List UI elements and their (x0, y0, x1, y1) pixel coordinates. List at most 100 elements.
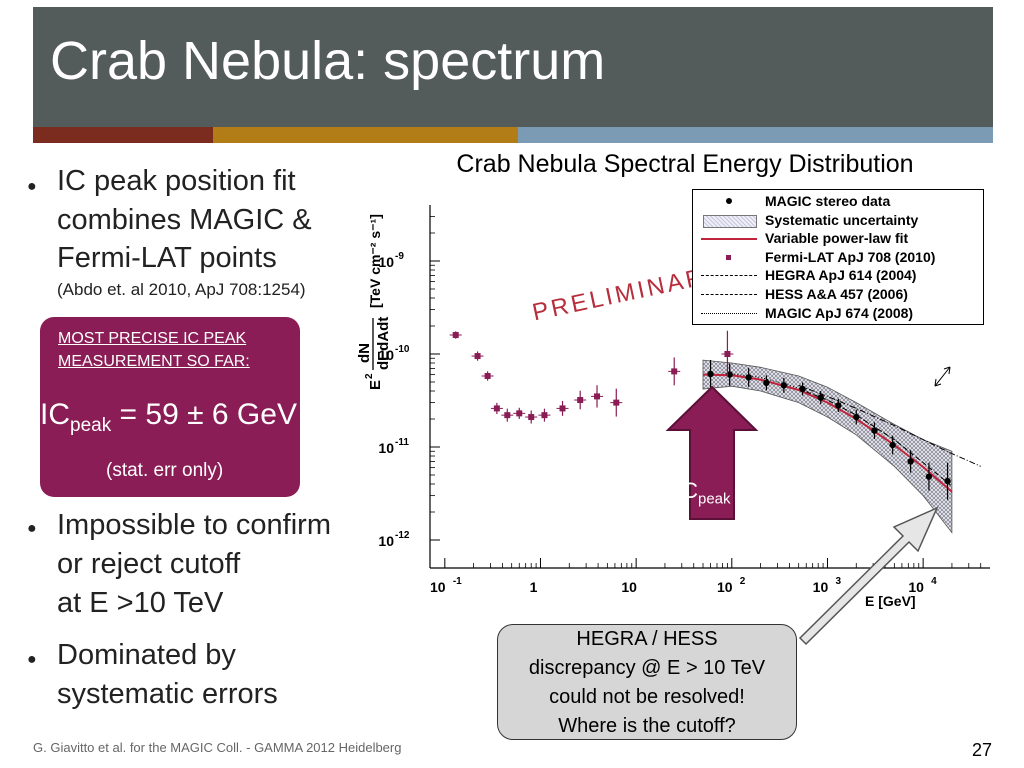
callout-line-3: could not be resolved! (549, 686, 745, 708)
bullet-3-line-2: systematic errors (57, 678, 278, 710)
magic-data-point (799, 385, 806, 393)
sed-chart: Crab Nebula Spectral Energy Distribution… (356, 150, 990, 609)
legend-marker (701, 238, 757, 241)
ic-peak-highlight-box (40, 317, 300, 497)
legend-label: Variable power-law fit (765, 230, 909, 247)
y-tick-label: 10 (378, 533, 394, 549)
systematic-uncertainty-band (702, 359, 953, 534)
magic-data-point (889, 441, 896, 449)
bullet-2-line-3: at E >10 TeV (57, 587, 224, 619)
ic-subscript: peak (70, 415, 112, 436)
ic-peak-arrow (665, 385, 759, 520)
legend-entry: MAGIC ApJ 674 (2008) (693, 305, 983, 323)
callout-arrow (798, 506, 939, 646)
magic-data-point (780, 382, 788, 389)
chart-title: Crab Nebula Spectral Energy Distribution (456, 150, 913, 178)
y-tick-label: 10 (378, 347, 394, 363)
legend-label: Fermi-LAT ApJ 708 (2010) (765, 248, 936, 265)
arrow-ic-sub: peak (698, 490, 731, 508)
legend-entry: HEGRA ApJ 614 (2004) (693, 267, 983, 285)
y-tick-exponent: -9 (395, 251, 404, 262)
highlight-heading-line-2: MEASUREMENT SO FAR: (58, 353, 250, 370)
double-arrow-line (934, 366, 951, 387)
legend-marker (726, 254, 731, 260)
accent-strip-blue (518, 127, 993, 143)
x-tick-label: 10 (717, 579, 733, 595)
magic-data-point (763, 379, 770, 387)
magic-data-point (817, 394, 824, 401)
comparison-line (798, 384, 981, 467)
callout-line-4: Where is the cutoff? (558, 715, 736, 737)
legend-marker (726, 198, 732, 204)
y-label-prefix: E (367, 380, 384, 390)
bullet-dot: ● (27, 651, 37, 668)
x-tick-label: 10 (621, 579, 637, 595)
accent-strip-red (33, 127, 213, 143)
legend-label: MAGIC ApJ 674 (2008) (765, 304, 914, 321)
legend-entry: Fermi-LAT ApJ 708 (2010) (693, 249, 983, 267)
legend-entry: Variable power-law fit (693, 230, 983, 248)
ic-peak-arrow-label: ICpeak (676, 478, 731, 507)
magic-data-point (835, 402, 842, 409)
legend-marker (703, 214, 757, 228)
magic-data-point (853, 413, 860, 421)
callout-line-1: HEGRA / HESS (576, 628, 718, 650)
arrow-shape (665, 385, 759, 520)
y-label-exp: 2 (364, 373, 375, 379)
bullet-1-line-1: IC peak position fit (57, 165, 296, 197)
arrow-ic-symbol: IC (676, 478, 698, 503)
double-arrow-heads (934, 366, 951, 387)
ic-symbol: IC (40, 398, 70, 431)
magic-data-point (745, 374, 752, 381)
y-label-units: [TeV cm⁻² s⁻¹] (367, 214, 383, 308)
y-label-den: dEdAdt (375, 317, 392, 370)
bullet-dot: ● (27, 178, 37, 195)
bullet-3-line-1: Dominated by (57, 639, 236, 671)
bullet-1-line-2: combines MAGIC & (57, 204, 312, 236)
y-tick-label: 10 (378, 440, 394, 456)
slide-title: Crab Nebula: spectrum (50, 31, 606, 91)
ic-peak-value: ICpeak = 59 ± 6 GeV (40, 398, 297, 437)
magic-data-point (944, 477, 951, 485)
x-tick-exponent: 4 (931, 576, 937, 587)
y-tick-exponent: -11 (395, 437, 409, 448)
magic-data-point (925, 473, 933, 480)
footer-credit: G. Giavitto et al. for the MAGIC Coll. -… (33, 740, 402, 755)
legend-marker (701, 294, 757, 295)
magic-data-point (707, 370, 714, 378)
legend-label: MAGIC stereo data (765, 193, 891, 209)
x-tick-label: 10 (908, 579, 924, 595)
legend-label: Systematic uncertainty (765, 211, 919, 228)
y-axis-label: E 2 dN dEdAdt [TeV cm⁻² s⁻¹] (356, 214, 392, 390)
bullet-2-line-1: Impossible to confirm (57, 509, 331, 541)
magic-data-point (726, 371, 733, 378)
bullet-1-note: (Abdo et. al 2010, ApJ 708:1254) (57, 280, 306, 299)
comparison-line (722, 372, 915, 457)
x-tick-label: 10 (430, 579, 446, 595)
power-law-fit-line (702, 373, 953, 493)
hegra-hess-callout: HEGRA / HESS discrepancy @ E > 10 TeV co… (497, 624, 797, 740)
x-tick-exponent: -1 (453, 576, 462, 587)
x-tick-exponent: 2 (740, 576, 746, 587)
bullet-dot: ● (27, 520, 37, 537)
page-number: 27 (972, 740, 993, 760)
highlight-heading: MOST PRECISE IC PEAK MEASUREMENT SO FAR: (58, 327, 318, 373)
magic-data-point (871, 427, 878, 434)
y-tick-exponent: -10 (395, 344, 410, 355)
legend-entry: HESS A&A 457 (2006) (693, 286, 983, 304)
chart-legend: MAGIC stereo data Systematic uncertainty V… (692, 189, 984, 325)
x-axis-label: E [GeV] (865, 593, 916, 609)
y-label-num: dN (356, 343, 373, 363)
legend-entry: Systematic uncertainty (693, 212, 983, 230)
callout-arrow-shape (798, 506, 939, 646)
accent-strip-gold (213, 127, 518, 143)
magic-data-point (907, 458, 914, 465)
callout-line-2: discrepancy @ E > 10 TeV (528, 657, 766, 679)
x-tick-exponent: 3 (835, 576, 841, 587)
stat-error-note: (stat. err only) (106, 460, 224, 481)
title-bar (33, 7, 993, 127)
legend-marker (701, 312, 757, 314)
bullet-2-line-2: or reject cutoff (57, 548, 241, 580)
bullet-1-line-3: Fermi-LAT points (57, 242, 277, 274)
legend-label: HESS A&A 457 (2006) (765, 286, 908, 302)
